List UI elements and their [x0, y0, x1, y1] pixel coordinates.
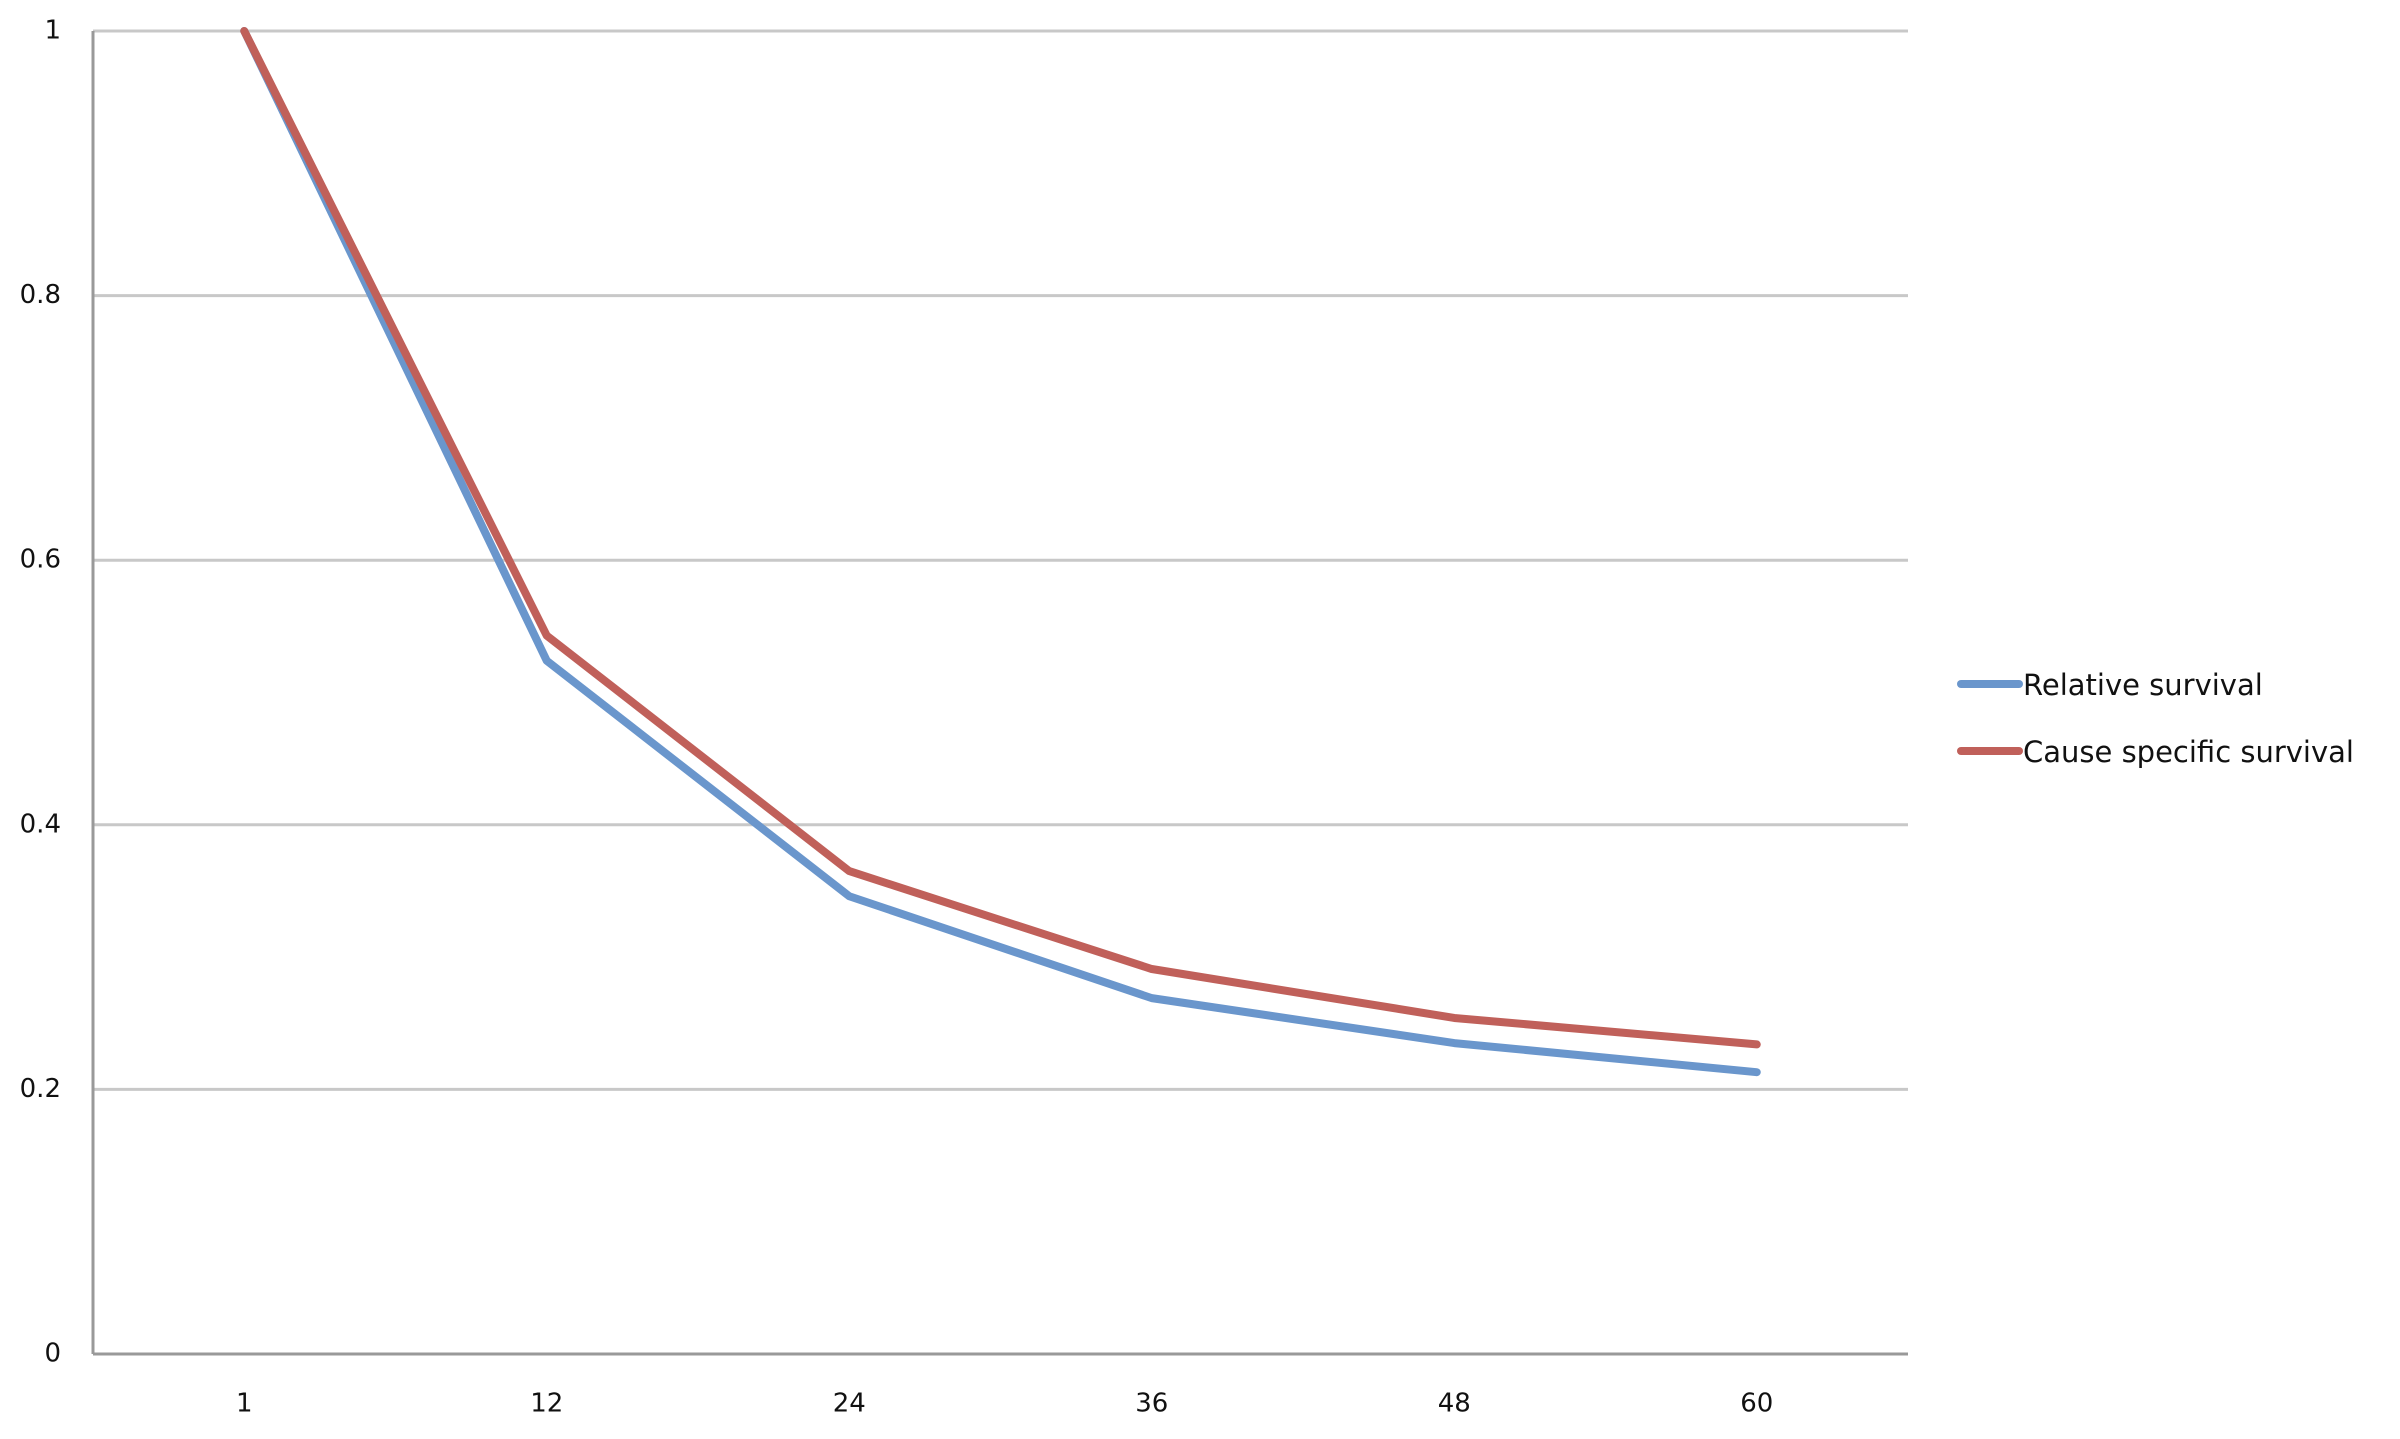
x-tick-label: 12 — [530, 1389, 563, 1419]
series-line — [240, 27, 1761, 1077]
x-tick-label: 60 — [1740, 1389, 1773, 1419]
legend-label: Relative survival — [2023, 668, 2263, 702]
y-tick-label: 0.2 — [20, 1074, 61, 1104]
x-tick-label: 24 — [833, 1389, 866, 1419]
x-tick-label: 36 — [1135, 1389, 1168, 1419]
y-tick-label: 0 — [44, 1339, 61, 1369]
y-tick-label: 0.8 — [20, 280, 61, 310]
x-tick-label: 48 — [1438, 1389, 1471, 1419]
y-tick-label: 0.4 — [20, 809, 61, 839]
series-line — [240, 27, 1761, 1049]
y-tick-label: 0.6 — [20, 545, 61, 575]
x-tick-label: 1 — [236, 1389, 253, 1419]
legend-label: Cause specific survival — [2023, 735, 2354, 769]
y-tick-label: 1 — [44, 16, 61, 46]
